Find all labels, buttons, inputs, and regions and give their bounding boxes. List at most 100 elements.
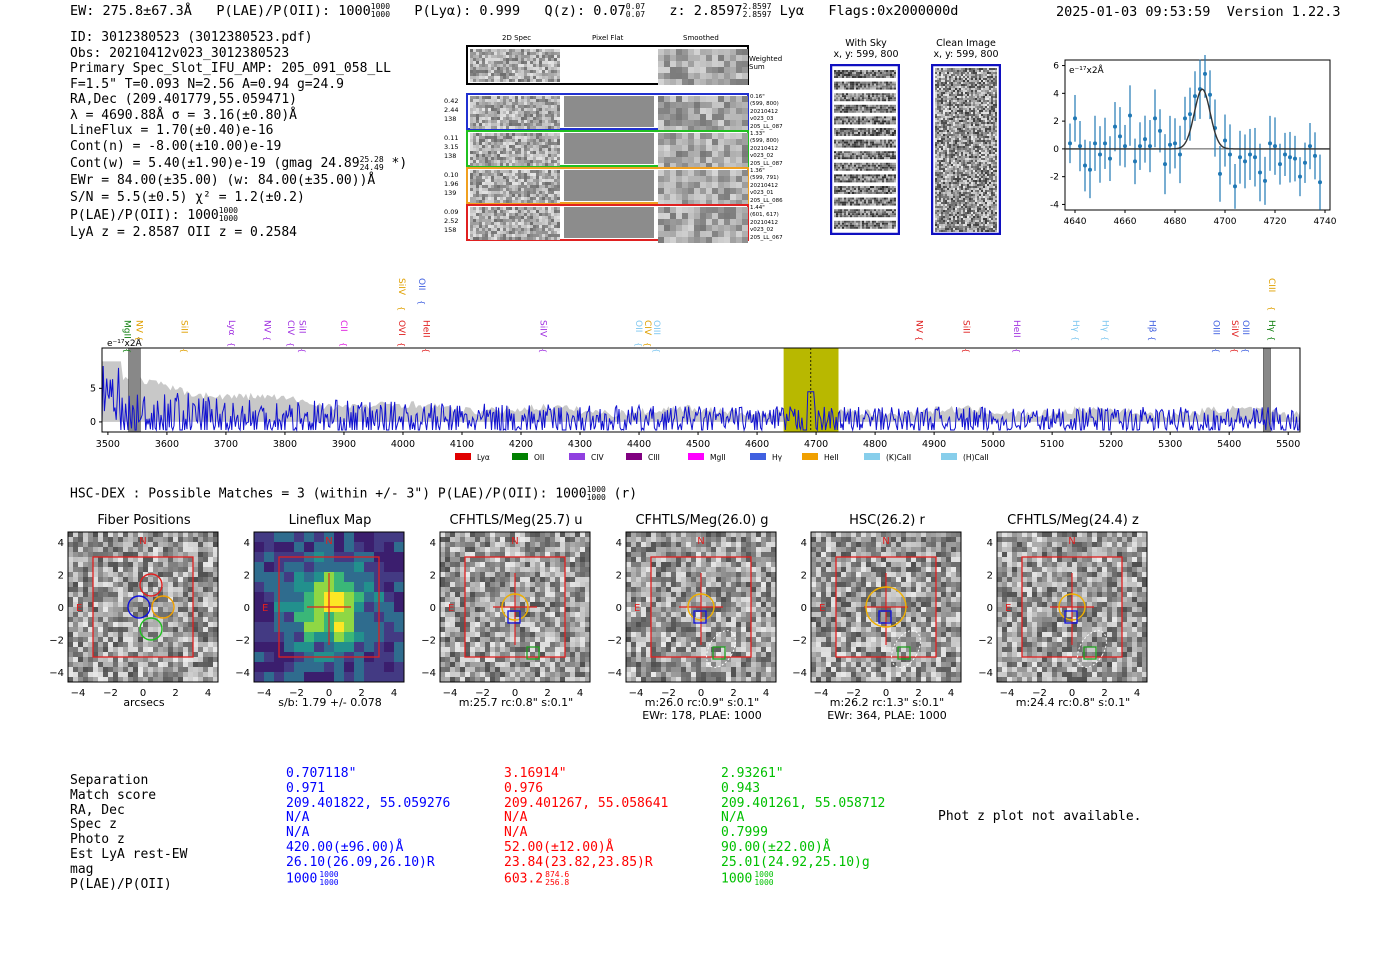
noise-pixel <box>971 132 973 134</box>
noise-pixel <box>670 194 676 200</box>
noise-pixel <box>470 154 473 157</box>
noise-pixel <box>530 111 533 114</box>
noise-pixel <box>846 186 848 188</box>
noise-pixel <box>981 118 983 120</box>
noise-pixel <box>554 105 557 108</box>
noise-pixel <box>524 185 527 188</box>
noise-pixel <box>506 133 509 136</box>
noise-pixel <box>724 67 730 73</box>
noise-pixel <box>939 94 941 96</box>
noise-pixel <box>949 106 951 108</box>
noise-pixel <box>969 112 971 114</box>
noise-pixel <box>742 139 748 145</box>
noise-pixel <box>557 64 560 67</box>
noise-pixel <box>840 118 842 121</box>
noise-pixel <box>953 84 955 86</box>
noise-pixel <box>706 237 712 243</box>
noise-pixel <box>886 197 888 200</box>
noise-pixel <box>884 166 886 169</box>
noise-pixel <box>557 70 560 73</box>
noise-pixel <box>503 179 506 182</box>
noise-pixel <box>870 197 872 200</box>
noise-pixel <box>862 188 864 190</box>
noise-pixel <box>868 174 870 177</box>
noise-pixel <box>854 186 856 188</box>
clean-image-xy: x, y: 599, 800 <box>933 49 999 60</box>
noise-pixel <box>844 134 846 136</box>
noise-pixel <box>482 73 485 76</box>
noise-pixel <box>509 73 512 76</box>
noise-pixel <box>834 116 836 119</box>
noise-pixel <box>854 106 856 109</box>
noise-pixel <box>967 118 969 120</box>
noise-pixel <box>479 219 482 222</box>
noise-pixel <box>943 112 945 114</box>
noise-pixel <box>941 100 943 102</box>
noise-pixel <box>880 188 882 190</box>
noise-pixel <box>939 92 941 94</box>
noise-pixel <box>712 163 718 169</box>
noise-pixel <box>542 70 545 73</box>
header-ew: EW: 275.8±67.3Å <box>70 3 192 19</box>
noise-pixel <box>836 141 838 144</box>
noise-pixel <box>470 173 473 176</box>
noise-pixel <box>539 231 542 234</box>
noise-pixel <box>860 93 862 96</box>
noise-pixel <box>864 70 866 72</box>
noise-pixel <box>539 160 542 163</box>
noise-pixel <box>973 112 975 114</box>
noise-pixel <box>957 112 959 114</box>
noise-pixel <box>848 130 850 132</box>
noise-pixel <box>658 157 664 163</box>
noise-pixel <box>838 122 840 125</box>
noise-pixel <box>862 99 864 102</box>
noise-pixel <box>876 157 878 160</box>
noise-pixel <box>993 90 995 92</box>
noise-pixel <box>557 133 560 136</box>
noise-pixel <box>965 70 967 72</box>
noise-pixel <box>670 157 676 163</box>
noise-pixel <box>953 98 955 100</box>
noise-pixel <box>941 72 943 74</box>
noise-pixel <box>880 174 882 177</box>
noise-pixel <box>965 68 967 70</box>
noise-pixel <box>995 90 997 92</box>
noise-pixel <box>985 124 987 126</box>
noise-pixel <box>473 114 476 117</box>
noise-pixel <box>892 120 894 123</box>
noise-pixel <box>730 188 736 194</box>
noise-pixel <box>959 132 961 134</box>
noise-pixel <box>503 79 506 82</box>
noise-pixel <box>868 143 870 146</box>
noise-pixel <box>965 82 967 84</box>
noise-pixel <box>876 97 878 100</box>
noise-pixel <box>712 61 718 67</box>
noise-pixel <box>518 55 521 58</box>
noise-pixel <box>548 210 551 213</box>
noise-pixel <box>852 211 854 214</box>
noise-pixel <box>500 176 503 179</box>
noise-pixel <box>890 174 892 177</box>
noise-pixel <box>476 151 479 154</box>
noise-pixel <box>963 74 965 76</box>
noise-pixel <box>864 157 866 160</box>
noise-pixel <box>985 130 987 132</box>
noise-pixel <box>545 142 548 145</box>
noise-pixel <box>955 102 957 104</box>
noise-pixel <box>515 142 518 145</box>
noise-pixel <box>485 49 488 52</box>
noise-pixel <box>512 151 515 154</box>
noise-pixel <box>500 52 503 55</box>
noise-pixel <box>473 225 476 228</box>
noise-pixel <box>838 76 840 78</box>
noise-pixel <box>856 118 858 121</box>
noise-pixel <box>533 216 536 219</box>
noise-pixel <box>479 225 482 228</box>
noise-pixel <box>953 80 955 82</box>
noise-pixel <box>850 143 852 146</box>
noise-pixel <box>981 74 983 76</box>
noise-pixel <box>848 139 850 142</box>
noise-pixel <box>880 72 882 74</box>
noise-pixel <box>868 176 870 179</box>
cutout-row-left-value: 3.15 <box>444 143 459 151</box>
